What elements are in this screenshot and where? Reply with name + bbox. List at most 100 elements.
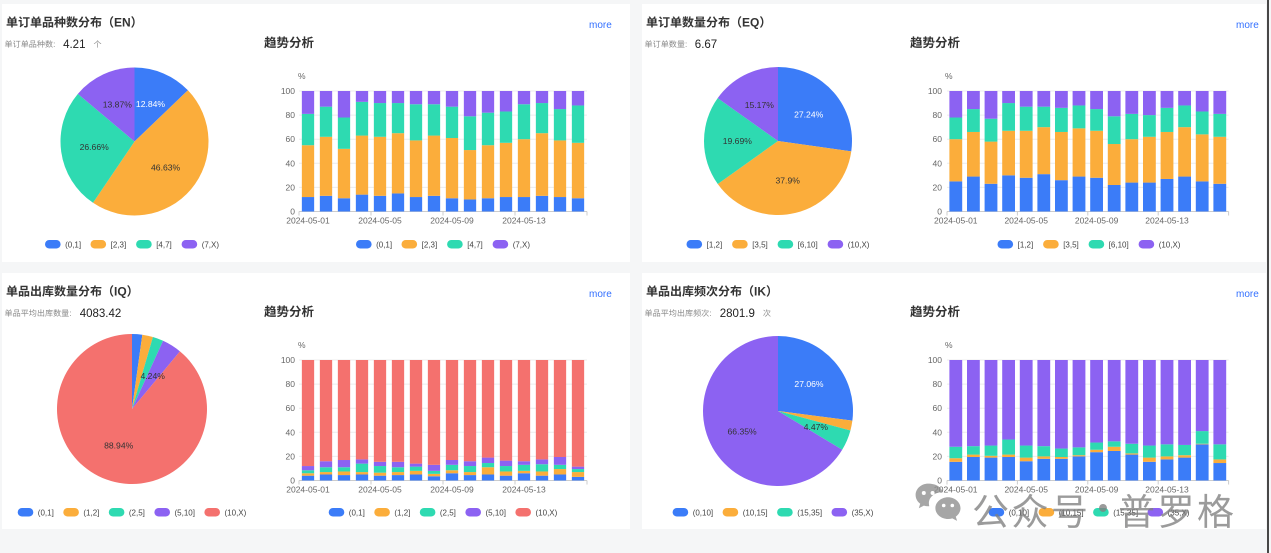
svg-text:(5,10]: (5,10] bbox=[175, 508, 195, 519]
svg-text:more: more bbox=[1236, 16, 1259, 31]
svg-text:60: 60 bbox=[286, 402, 296, 414]
svg-text:[1,2]: [1,2] bbox=[1018, 240, 1034, 251]
svg-text:0: 0 bbox=[290, 206, 295, 218]
svg-text:[2,3]: [2,3] bbox=[422, 240, 438, 251]
svg-text:13.87%: 13.87% bbox=[103, 99, 133, 111]
svg-text:2024-05-09: 2024-05-09 bbox=[1075, 484, 1119, 496]
svg-text:%: % bbox=[298, 339, 306, 351]
svg-text:(0,1]: (0,1] bbox=[65, 240, 81, 251]
svg-text:单订单品种数:: 单订单品种数: bbox=[5, 39, 56, 50]
svg-text:4.24%: 4.24% bbox=[141, 370, 166, 382]
svg-text:%: % bbox=[945, 70, 953, 82]
svg-text:0: 0 bbox=[937, 475, 942, 487]
svg-text:(5,10]: (5,10] bbox=[486, 508, 506, 519]
svg-text:(0,10]: (0,10] bbox=[693, 508, 713, 519]
svg-text:4083.42: 4083.42 bbox=[80, 305, 122, 321]
svg-text:(10,X): (10,X) bbox=[1159, 240, 1181, 251]
svg-text:60: 60 bbox=[933, 133, 943, 145]
svg-text:40: 40 bbox=[286, 157, 296, 169]
svg-text:15.17%: 15.17% bbox=[745, 99, 775, 111]
svg-text:[1,2]: [1,2] bbox=[707, 240, 723, 251]
svg-text:20: 20 bbox=[933, 181, 943, 193]
svg-text:more: more bbox=[589, 285, 612, 300]
svg-text:[3,5]: [3,5] bbox=[1063, 240, 1079, 251]
svg-text:4.47%: 4.47% bbox=[804, 421, 829, 433]
svg-text:40: 40 bbox=[933, 157, 943, 169]
svg-text:(35,X): (35,X) bbox=[1168, 508, 1190, 519]
svg-text:2024-05-13: 2024-05-13 bbox=[502, 484, 546, 496]
svg-text:20: 20 bbox=[933, 450, 943, 462]
svg-text:(2,5]: (2,5] bbox=[440, 508, 456, 519]
svg-text:(7,X): (7,X) bbox=[202, 240, 220, 251]
svg-text:80: 80 bbox=[933, 378, 943, 390]
svg-text:(7,X): (7,X) bbox=[513, 240, 531, 251]
svg-text:46.63%: 46.63% bbox=[151, 162, 181, 174]
svg-text:2024-05-09: 2024-05-09 bbox=[430, 484, 474, 496]
svg-text:2024-05-05: 2024-05-05 bbox=[358, 215, 402, 227]
svg-text:(10,X): (10,X) bbox=[225, 508, 247, 519]
svg-text:37.9%: 37.9% bbox=[776, 175, 801, 187]
svg-text:单订单数量:: 单订单数量: bbox=[645, 39, 688, 50]
svg-text:(10,X): (10,X) bbox=[536, 508, 558, 519]
svg-text:0: 0 bbox=[937, 206, 942, 218]
svg-text:(15,35]: (15,35] bbox=[797, 508, 822, 519]
svg-text:2024-05-09: 2024-05-09 bbox=[1075, 215, 1119, 227]
svg-text:80: 80 bbox=[286, 378, 296, 390]
svg-text:26.66%: 26.66% bbox=[80, 141, 110, 153]
svg-text:(0,1]: (0,1] bbox=[349, 508, 365, 519]
svg-text:more: more bbox=[1236, 285, 1259, 300]
svg-text:(0,10]: (0,10] bbox=[1009, 508, 1029, 519]
svg-text:趋势分析: 趋势分析 bbox=[264, 32, 315, 51]
svg-text:(10,15]: (10,15] bbox=[743, 508, 768, 519]
svg-text:27.06%: 27.06% bbox=[794, 378, 824, 390]
svg-text:%: % bbox=[945, 339, 953, 351]
svg-text:2024-05-05: 2024-05-05 bbox=[1004, 215, 1048, 227]
svg-text:%: % bbox=[298, 70, 306, 82]
svg-text:单品平均出库数量:: 单品平均出库数量: bbox=[5, 308, 72, 319]
svg-text:100: 100 bbox=[281, 85, 295, 97]
svg-text:19.69%: 19.69% bbox=[723, 135, 753, 147]
svg-text:60: 60 bbox=[933, 402, 943, 414]
svg-text:单订单品种数分布（EN）: 单订单品种数分布（EN） bbox=[6, 14, 143, 31]
svg-text:(2,5]: (2,5] bbox=[129, 508, 145, 519]
svg-text:40: 40 bbox=[286, 426, 296, 438]
svg-text:2024-05-13: 2024-05-13 bbox=[502, 215, 546, 227]
svg-text:100: 100 bbox=[928, 85, 942, 97]
svg-text:(0,1]: (0,1] bbox=[38, 508, 54, 519]
svg-text:个: 个 bbox=[94, 39, 102, 50]
svg-text:2024-05-01: 2024-05-01 bbox=[286, 215, 330, 227]
svg-text:2024-05-05: 2024-05-05 bbox=[1004, 484, 1048, 496]
svg-text:[2,3]: [2,3] bbox=[111, 240, 127, 251]
svg-text:趋势分析: 趋势分析 bbox=[910, 32, 961, 51]
svg-text:次: 次 bbox=[763, 308, 771, 319]
svg-text:88.94%: 88.94% bbox=[104, 440, 134, 452]
svg-text:12.84%: 12.84% bbox=[136, 98, 166, 110]
svg-text:趋势分析: 趋势分析 bbox=[264, 301, 315, 320]
svg-text:(10,X): (10,X) bbox=[848, 240, 870, 251]
svg-text:(1,2]: (1,2] bbox=[394, 508, 410, 519]
svg-text:(35,X): (35,X) bbox=[852, 508, 874, 519]
svg-text:2024-05-01: 2024-05-01 bbox=[934, 215, 978, 227]
svg-text:(10,15]: (10,15] bbox=[1059, 508, 1084, 519]
svg-text:0: 0 bbox=[290, 475, 295, 487]
svg-text:4.21: 4.21 bbox=[63, 36, 85, 52]
svg-text:66.35%: 66.35% bbox=[728, 425, 758, 437]
svg-text:100: 100 bbox=[281, 354, 295, 366]
svg-text:40: 40 bbox=[933, 426, 943, 438]
svg-text:单订单数量分布（EQ）: 单订单数量分布（EQ） bbox=[646, 14, 771, 31]
svg-text:27.24%: 27.24% bbox=[794, 108, 824, 120]
svg-text:单品出库频次分布（IK）: 单品出库频次分布（IK） bbox=[646, 283, 778, 300]
svg-text:[6,10]: [6,10] bbox=[798, 240, 818, 251]
svg-text:6.67: 6.67 bbox=[695, 36, 717, 52]
svg-text:(15,35]: (15,35] bbox=[1113, 508, 1138, 519]
svg-text:[4,7]: [4,7] bbox=[156, 240, 172, 251]
svg-text:[3,5]: [3,5] bbox=[752, 240, 768, 251]
svg-text:2024-05-13: 2024-05-13 bbox=[1145, 484, 1189, 496]
svg-text:[4,7]: [4,7] bbox=[467, 240, 483, 251]
svg-text:60: 60 bbox=[286, 133, 296, 145]
svg-text:单品出库数量分布（IQ）: 单品出库数量分布（IQ） bbox=[6, 283, 139, 300]
svg-text:80: 80 bbox=[933, 109, 943, 121]
svg-text:20: 20 bbox=[286, 181, 296, 193]
svg-text:(1,2]: (1,2] bbox=[83, 508, 99, 519]
svg-text:more: more bbox=[589, 16, 612, 31]
